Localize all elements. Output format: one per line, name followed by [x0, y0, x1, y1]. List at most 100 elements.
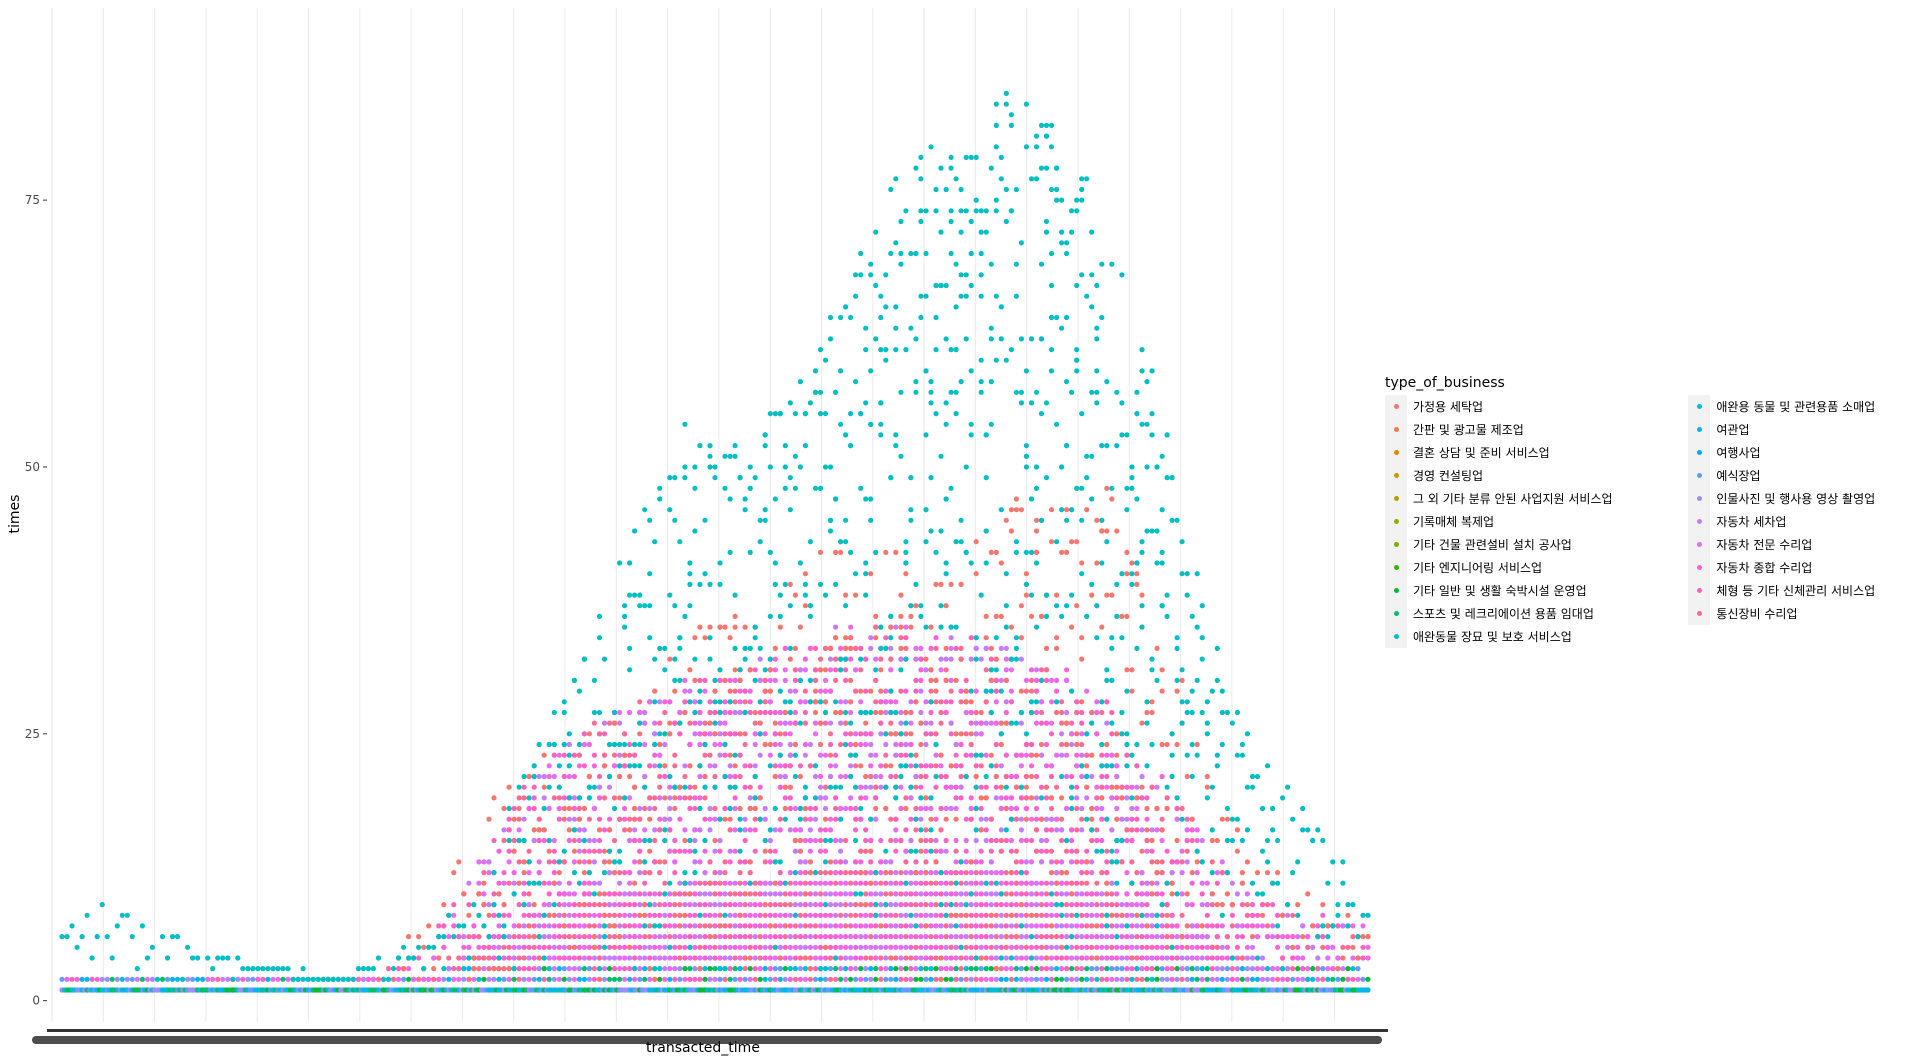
data-point: [1084, 507, 1090, 513]
data-point: [496, 923, 502, 929]
data-point: [717, 912, 723, 918]
data-point: [677, 731, 683, 737]
data-point: [1043, 475, 1050, 481]
data-point: [913, 389, 919, 395]
data-point: [963, 891, 969, 897]
data-point: [139, 923, 145, 929]
data-point: [601, 891, 608, 897]
data-point: [822, 912, 829, 918]
data-point: [953, 677, 959, 684]
data-point: [782, 464, 788, 470]
data-point: [817, 741, 824, 748]
data-point: [863, 709, 869, 716]
data-point: [858, 848, 864, 854]
data-point: [1089, 805, 1095, 812]
data-point: [501, 944, 507, 950]
data-point: [968, 752, 974, 758]
data-point: [792, 902, 799, 908]
data-point: [802, 976, 809, 982]
data-point: [747, 464, 753, 470]
data-point: [943, 923, 949, 929]
data-point: [1104, 784, 1110, 790]
data-point: [1013, 816, 1020, 822]
data-point: [893, 347, 899, 353]
data-point: [963, 709, 969, 716]
data-point: [938, 827, 944, 833]
data-point: [727, 912, 733, 918]
data-point: [1129, 485, 1135, 491]
data-point: [506, 784, 512, 790]
data-point: [717, 848, 723, 854]
data-point: [923, 250, 929, 257]
data-point: [868, 635, 874, 641]
data-point: [677, 934, 683, 940]
data-point: [390, 976, 397, 982]
data-point: [737, 912, 743, 918]
data-point: [561, 859, 567, 865]
data-point: [606, 859, 613, 865]
data-point: [948, 635, 954, 641]
data-point: [652, 955, 658, 961]
data-point: [958, 293, 964, 299]
data-point: [807, 966, 814, 972]
data-point: [998, 912, 1004, 918]
data-point: [838, 891, 844, 897]
data-point: [722, 816, 728, 822]
data-point: [521, 923, 527, 929]
data-point: [637, 891, 643, 897]
data-point: [888, 699, 894, 705]
data-point: [993, 902, 999, 908]
data-point: [913, 250, 919, 257]
data-point: [1109, 784, 1115, 790]
data-point: [772, 496, 778, 502]
data-point: [873, 229, 879, 235]
data-point: [893, 934, 899, 940]
data-point: [968, 421, 974, 427]
data-point: [1114, 528, 1120, 534]
data-point: [757, 539, 763, 545]
data-point: [727, 549, 733, 556]
data-point: [1069, 741, 1075, 748]
data-point: [928, 677, 934, 684]
data-point: [1054, 944, 1060, 950]
data-point: [1094, 731, 1100, 737]
data-point: [988, 902, 994, 908]
data-point: [833, 805, 839, 812]
data-point: [652, 741, 658, 748]
data-point: [576, 837, 583, 844]
data-point: [822, 923, 829, 929]
data-point: [707, 720, 713, 726]
data-point: [993, 870, 999, 876]
data-point: [114, 976, 120, 982]
data-point: [712, 880, 718, 886]
data-point: [1129, 902, 1135, 908]
data-point: [833, 859, 839, 865]
data-point: [943, 976, 949, 982]
data-point: [732, 592, 738, 598]
data-point: [1048, 699, 1055, 705]
data-point: [797, 816, 804, 822]
data-point: [1144, 891, 1150, 897]
data-point: [702, 966, 708, 972]
data-point: [571, 912, 578, 918]
data-point: [581, 891, 588, 897]
data-point: [1033, 923, 1040, 929]
data-point: [1084, 923, 1090, 929]
data-point: [622, 976, 628, 982]
data-point: [1099, 752, 1105, 758]
data-point: [1099, 699, 1105, 705]
data-point: [948, 923, 954, 929]
data-point: [657, 870, 663, 876]
data-point: [878, 859, 884, 865]
data-point: [667, 816, 673, 822]
data-point: [1104, 741, 1110, 748]
data-point: [702, 816, 708, 822]
data-point: [1079, 976, 1085, 982]
data-point: [863, 784, 869, 790]
data-point: [948, 944, 954, 950]
data-point: [762, 507, 768, 513]
data-point: [772, 976, 778, 982]
data-point: [591, 837, 598, 844]
data-point: [1109, 976, 1115, 982]
data-point: [988, 325, 994, 331]
